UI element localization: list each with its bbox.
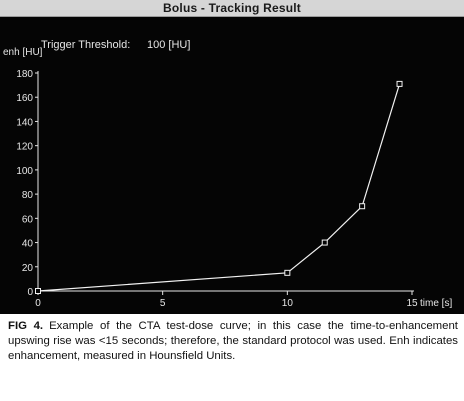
y-tick-label: 0	[27, 287, 33, 298]
figure-caption: FIG 4. Example of the CTA test-dose curve…	[8, 319, 458, 364]
bolus-tracking-figure: Bolus - Tracking Result Trigger Threshol…	[0, 0, 464, 314]
trigger-threshold-value: 100 [HU]	[147, 39, 191, 51]
chart-title-bar: Bolus - Tracking Result	[0, 0, 464, 17]
y-tick-label: 160	[16, 93, 33, 104]
y-tick-label: 20	[22, 263, 34, 274]
bolus-curve-plot: 0 20 40 60 80 100 120 140 160 180 0 5 10 15 enh [HU] ti…	[3, 47, 452, 309]
caption-text: Example of the CTA test-dose curve; in t…	[8, 320, 458, 362]
y-tick-label: 60	[22, 214, 34, 225]
chart-title: Bolus - Tracking Result	[163, 1, 301, 15]
data-point-marker	[396, 80, 403, 87]
x-axis-label: time [s]	[420, 298, 452, 309]
x-tick-label: 5	[160, 298, 166, 309]
y-tick-label: 140	[16, 117, 33, 128]
x-tick-label: 10	[282, 298, 294, 309]
data-point-marker	[284, 269, 291, 276]
data-point-marker	[35, 288, 41, 294]
y-tick-label: 180	[16, 69, 33, 80]
enhancement-curve	[37, 83, 401, 292]
figure-label: FIG 4.	[8, 320, 44, 332]
y-axis-label: enh [HU]	[3, 47, 43, 58]
trigger-threshold-label: Trigger Threshold:	[41, 39, 131, 51]
y-tick-label: 80	[22, 190, 34, 201]
data-point-marker	[359, 203, 366, 210]
data-point-marker	[321, 239, 328, 246]
y-tick-label: 40	[22, 239, 34, 250]
x-tick-label: 15	[406, 298, 418, 309]
y-tick-label: 100	[16, 166, 33, 177]
x-tick-label: 0	[35, 298, 41, 309]
y-tick-label: 120	[16, 142, 33, 153]
